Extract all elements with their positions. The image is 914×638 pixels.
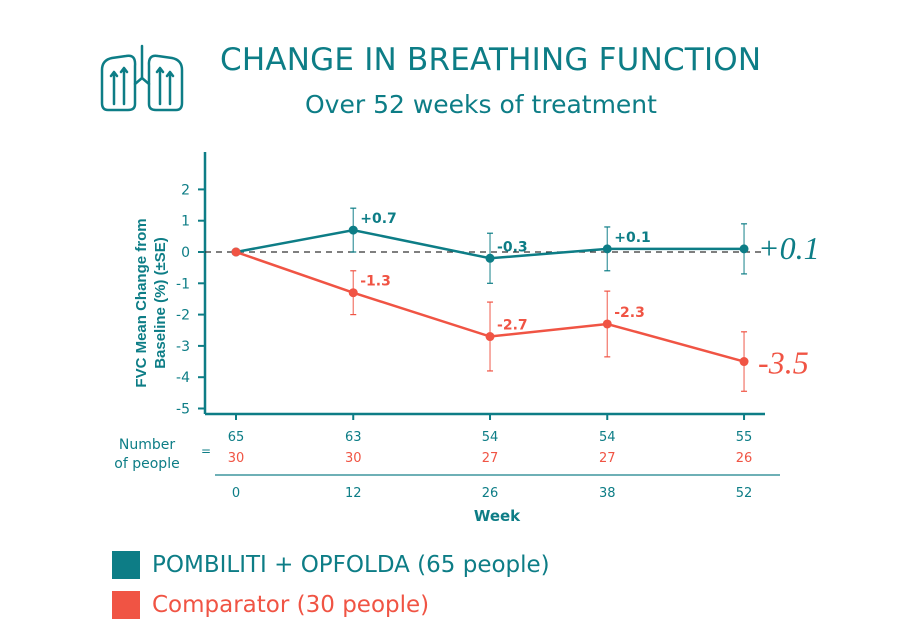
data-point [739, 244, 749, 254]
n-count: 65 [228, 430, 245, 445]
data-point [602, 319, 612, 329]
y-tick-label: -5 [176, 402, 190, 418]
x-tick-label: 52 [736, 486, 753, 501]
data-label: -1.3 [360, 274, 391, 290]
n-count: 27 [482, 451, 499, 466]
n-label-line2: of people [114, 456, 179, 472]
lungs-icon [100, 44, 184, 112]
y-tick-label: -3 [176, 339, 190, 355]
data-label: +0.7 [360, 211, 397, 227]
data-point [348, 225, 358, 235]
chart-title: CHANGE IN BREATHING FUNCTION [220, 42, 762, 78]
data-point [739, 357, 749, 367]
x-tick-label: 12 [345, 486, 362, 501]
y-tick-label: 1 [181, 214, 190, 230]
x-tick-label: 0 [232, 486, 240, 501]
final-value-label: +0.1 [758, 230, 820, 266]
legend-item-pombiliti: POMBILITI + OPFOLDA (65 people) [112, 551, 550, 579]
y-tick-label: -1 [176, 276, 190, 292]
final-value-label: -3.5 [758, 345, 809, 381]
data-label: -2.7 [497, 318, 528, 334]
x-tick-label: 38 [599, 486, 616, 501]
n-count: 63 [345, 430, 362, 445]
legend-label: POMBILITI + OPFOLDA (65 people) [152, 552, 550, 578]
y-axis-label: FVC Mean Change from Baseline (%) (±SE) [133, 218, 169, 387]
legend-swatch [112, 551, 140, 579]
n-equals: = [201, 444, 211, 458]
data-label: +0.1 [614, 230, 651, 246]
data-point [485, 253, 495, 263]
y-tick-label: 0 [181, 245, 190, 261]
legend-swatch [112, 591, 140, 619]
legend-label: Comparator (30 people) [152, 592, 430, 618]
y-tick-label: -4 [176, 370, 190, 386]
data-point [231, 247, 241, 257]
n-count: 26 [736, 451, 753, 466]
n-count: 30 [228, 451, 245, 466]
n-label-line1: Number [119, 437, 175, 453]
x-axis-label: Week [474, 507, 521, 525]
y-tick-label: 2 [181, 182, 190, 198]
y-tick-label: -2 [176, 308, 190, 324]
x-tick-label: 26 [482, 486, 499, 501]
data-label: -0.3 [497, 239, 528, 255]
n-count: 30 [345, 451, 362, 466]
n-count: 27 [599, 451, 616, 466]
data-point [348, 288, 358, 298]
data-point [602, 244, 612, 254]
n-count: 54 [599, 430, 616, 445]
data-point [485, 332, 495, 342]
data-label: -2.3 [614, 305, 645, 321]
n-count: 54 [482, 430, 499, 445]
legend-item-comparator: Comparator (30 people) [112, 591, 429, 619]
n-count: 55 [736, 430, 753, 445]
chart-subtitle: Over 52 weeks of treatment [305, 90, 657, 119]
